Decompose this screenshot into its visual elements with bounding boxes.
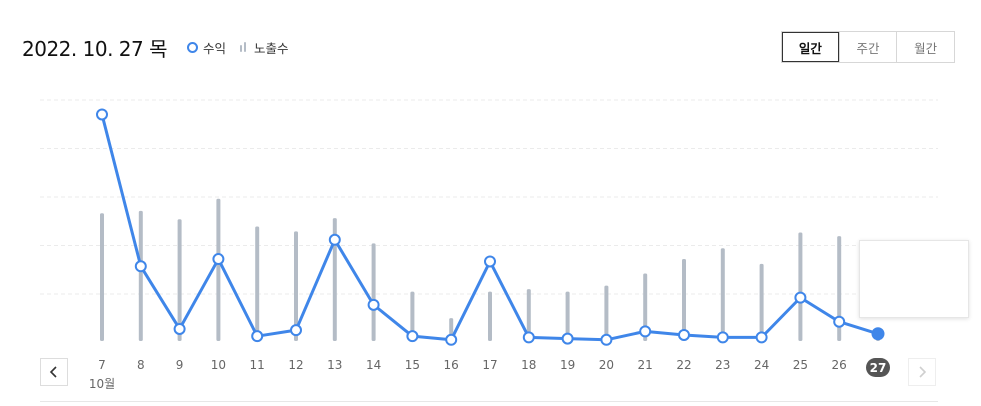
x-tick-label: 7 — [98, 358, 106, 372]
impressions-bar — [526, 289, 531, 341]
revenue-point — [173, 322, 186, 335]
x-tick-label: 26 — [832, 358, 847, 372]
month-label: 10월 — [89, 377, 115, 391]
revenue-point — [134, 260, 147, 273]
revenue-point — [522, 331, 535, 344]
revenue-point — [639, 325, 652, 338]
impressions-bar — [255, 226, 260, 341]
impressions-bar — [177, 219, 182, 341]
impressions-bar — [565, 291, 570, 341]
revenue-point — [794, 291, 807, 304]
impressions-bar — [216, 198, 221, 341]
x-tick-label: 11 — [250, 358, 265, 372]
x-tick-label: 24 — [754, 358, 769, 372]
legend-impressions-label: 노출수 — [254, 40, 289, 56]
x-tick-label: 14 — [366, 358, 381, 372]
impressions-bar — [604, 285, 609, 341]
legend-impressions: 노출수 — [240, 38, 289, 57]
impressions-bar — [759, 263, 764, 341]
x-tick-label: 8 — [137, 358, 145, 372]
impressions-bar — [643, 273, 648, 341]
revenue-point — [445, 333, 458, 346]
period-tabs: 일간 주간 월간 — [781, 31, 955, 63]
bottom-divider — [40, 401, 938, 402]
impressions-bar — [410, 291, 415, 341]
x-tick-label: 16 — [444, 358, 459, 372]
legend-revenue: 수익 — [186, 38, 226, 57]
revenue-point — [328, 233, 341, 246]
tab-weekly[interactable]: 주간 — [838, 32, 897, 62]
impressions-bar — [138, 210, 143, 341]
revenue-point — [367, 298, 380, 311]
revenue-point-selected — [871, 327, 885, 341]
chevron-left-icon — [49, 366, 57, 378]
tooltip-card — [859, 240, 969, 318]
revenue-point — [484, 255, 496, 268]
tab-daily[interactable]: 일간 — [782, 32, 839, 62]
revenue-point — [212, 253, 225, 266]
impressions-bar — [837, 236, 842, 341]
revenue-marker-icon — [186, 41, 198, 53]
selected-day-pill — [866, 358, 890, 377]
revenue-point — [600, 333, 613, 346]
revenue-point — [678, 328, 690, 341]
chart-header: 2022. 10. 27 목 수익 노출수 — [22, 30, 303, 64]
impressions-bar — [294, 231, 298, 341]
impressions-bar — [488, 291, 492, 341]
revenue-point — [755, 331, 768, 344]
impressions-bar — [798, 232, 803, 341]
x-tick-label: 23 — [715, 358, 730, 372]
x-tick-label: 21 — [638, 358, 653, 372]
x-tick-label: 15 — [405, 358, 420, 372]
impressions-bar — [371, 243, 376, 341]
x-tick-label: 25 — [793, 358, 808, 372]
revenue-point — [290, 324, 302, 337]
x-tick-label-selected: 27 — [870, 361, 887, 375]
x-tick-label: 20 — [599, 358, 614, 372]
revenue-point — [833, 315, 846, 328]
date-title: 2022. 10. 27 목 — [22, 36, 167, 61]
revenue-point — [716, 331, 729, 344]
x-tick-label: 12 — [288, 358, 303, 372]
impressions-bar — [682, 259, 686, 341]
next-button[interactable] — [908, 358, 936, 386]
revenue-point — [406, 330, 419, 343]
revenue-point — [561, 332, 574, 345]
x-tick-label: 22 — [676, 358, 691, 372]
x-tick-label: 13 — [327, 358, 342, 372]
revenue-point — [251, 330, 264, 343]
prev-button[interactable] — [40, 358, 68, 386]
tab-monthly[interactable]: 월간 — [896, 32, 954, 62]
revenue-point — [96, 108, 108, 121]
legend-revenue-label: 수익 — [202, 40, 226, 56]
legend: 수익 노출수 — [186, 38, 303, 57]
chevron-right-icon — [919, 366, 927, 378]
impressions-bar — [332, 218, 337, 341]
x-tick-label: 18 — [521, 358, 536, 372]
impressions-bar — [100, 213, 104, 341]
impressions-bar — [720, 248, 725, 341]
x-tick-label: 17 — [482, 358, 497, 372]
x-tick-label: 19 — [560, 358, 575, 372]
x-tick-label: 9 — [176, 358, 184, 372]
impressions-bar-icon — [240, 42, 248, 52]
x-tick-label: 10 — [211, 358, 226, 372]
